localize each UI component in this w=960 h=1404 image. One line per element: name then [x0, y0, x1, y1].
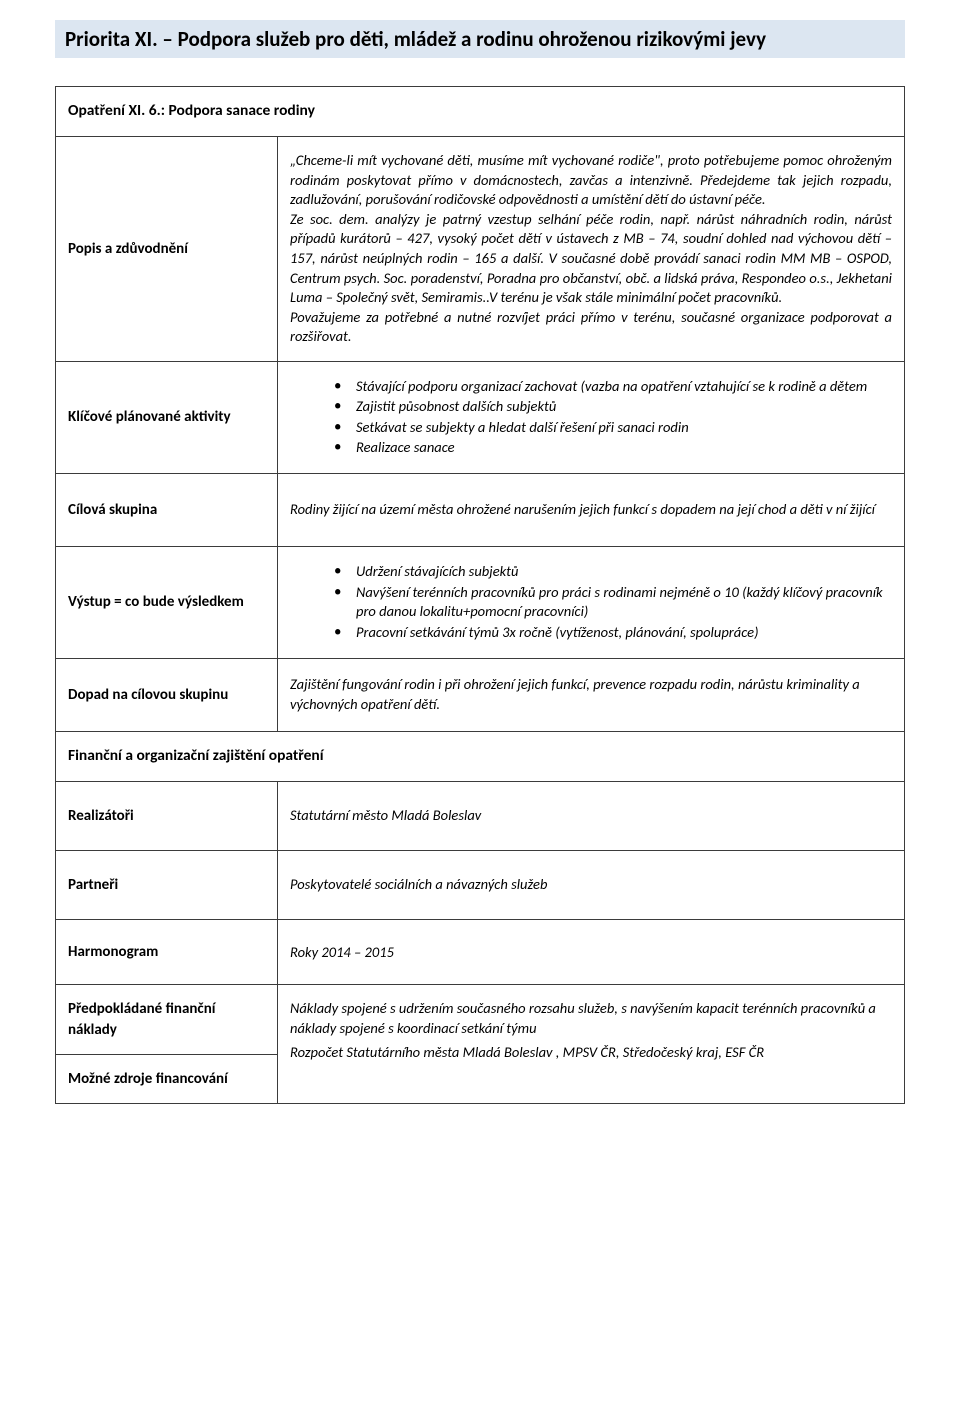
list-item: Setkávat se subjekty a hledat další řeše…	[334, 418, 892, 438]
naklady-zdroje-text: Náklady spojené s udržením současného ro…	[278, 985, 905, 1104]
vystup-label: Výstup = co bude výsledkem	[56, 547, 278, 658]
harmonogram-label: Harmonogram	[56, 920, 278, 985]
measure-table: Opatření XI. 6.: Podpora sanace rodiny P…	[55, 86, 905, 1104]
partneri-label: Partneři	[56, 850, 278, 919]
zdroje-label: Možné zdroje financování	[56, 1054, 278, 1103]
list-item: Zajistit působnost dalších subjektů	[334, 397, 892, 417]
partneri-text: Poskytovatelé sociálních a návazných slu…	[278, 850, 905, 919]
realizatori-text: Statutární město Mladá Boleslav	[278, 781, 905, 850]
cilova-label: Cílová skupina	[56, 474, 278, 547]
financni-header: Finanční a organizační zajištění opatřen…	[56, 731, 905, 781]
list-item: Stávající podporu organizací zachovat (v…	[334, 377, 892, 397]
klicove-list: Stávající podporu organizací zachovat (v…	[290, 377, 892, 458]
cilova-text: Rodiny žijící na území města ohrožené na…	[278, 474, 905, 547]
vystup-value: Udržení stávajících subjektůNavýšení ter…	[278, 547, 905, 658]
list-item: Pracovní setkávání týmů 3x ročně (vytíže…	[334, 623, 892, 643]
list-item: Navýšení terénních pracovníků pro práci …	[334, 583, 892, 622]
naklady-label: Předpokládané finanční náklady	[56, 985, 278, 1055]
naklady-text: Náklady spojené s udržením současného ro…	[290, 999, 892, 1038]
dopad-label: Dopad na cílovou skupinu	[56, 658, 278, 731]
klicove-value: Stávající podporu organizací zachovat (v…	[278, 361, 905, 473]
harmonogram-text: Roky 2014 – 2015	[278, 920, 905, 985]
dopad-text: Zajištění fungování rodin i při ohrožení…	[278, 658, 905, 731]
klicove-label: Klíčové plánované aktivity	[56, 361, 278, 473]
realizatori-label: Realizátoři	[56, 781, 278, 850]
priority-title: Priorita XI. – Podpora služeb pro děti, …	[55, 20, 905, 58]
popis-text: „Chceme-li mít vychované děti, musíme mí…	[278, 137, 905, 362]
vystup-list: Udržení stávajících subjektůNavýšení ter…	[290, 562, 892, 642]
opatreni-header: Opatření XI. 6.: Podpora sanace rodiny	[56, 87, 905, 137]
list-item: Udržení stávajících subjektů	[334, 562, 892, 582]
zdroje-text: Rozpočet Statutárního města Mladá Bolesl…	[290, 1043, 892, 1063]
list-item: Realizace sanace	[334, 438, 892, 458]
popis-label: Popis a zdůvodnění	[56, 137, 278, 362]
